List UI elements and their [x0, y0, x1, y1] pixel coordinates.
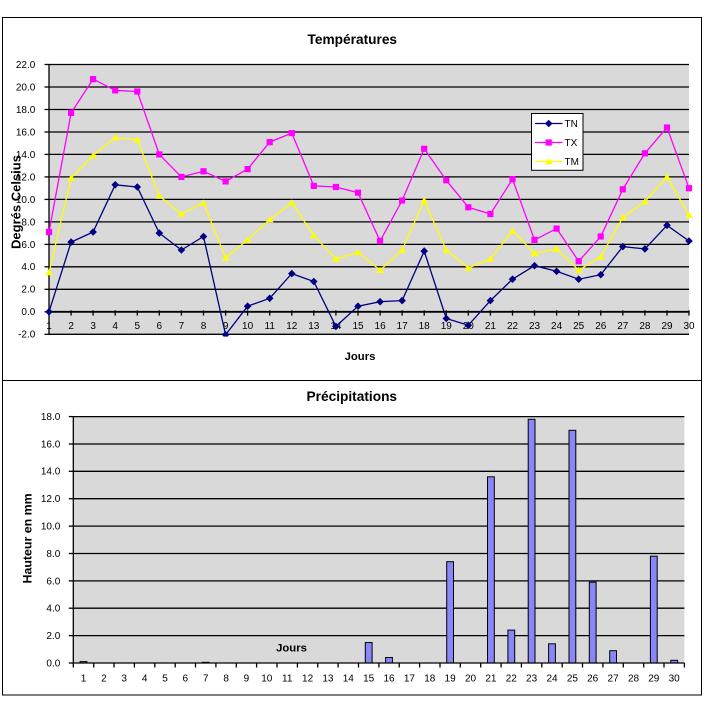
- svg-text:TM: TM: [565, 157, 579, 168]
- svg-text:24: 24: [546, 674, 558, 685]
- svg-text:2: 2: [101, 674, 107, 685]
- svg-text:28: 28: [639, 321, 651, 332]
- svg-text:12.0: 12.0: [16, 172, 36, 183]
- svg-text:10.0: 10.0: [16, 195, 36, 206]
- svg-text:14.0: 14.0: [41, 467, 61, 478]
- svg-text:16: 16: [375, 321, 387, 332]
- svg-text:7: 7: [179, 321, 185, 332]
- svg-text:20.0: 20.0: [16, 82, 36, 93]
- svg-text:16.0: 16.0: [16, 127, 36, 138]
- svg-text:25: 25: [567, 674, 579, 685]
- svg-text:8: 8: [201, 321, 207, 332]
- svg-text:12: 12: [302, 674, 314, 685]
- svg-text:22: 22: [506, 674, 518, 685]
- svg-text:4: 4: [142, 674, 148, 685]
- svg-text:9: 9: [223, 321, 229, 332]
- svg-text:19: 19: [441, 321, 453, 332]
- svg-text:22: 22: [507, 321, 519, 332]
- svg-text:4: 4: [112, 321, 118, 332]
- svg-text:22.0: 22.0: [16, 60, 36, 71]
- svg-text:4.0: 4.0: [21, 262, 35, 273]
- svg-text:6.0: 6.0: [46, 576, 60, 587]
- svg-text:Jours: Jours: [276, 642, 307, 654]
- svg-text:18: 18: [424, 674, 436, 685]
- svg-text:4.0: 4.0: [46, 604, 60, 615]
- svg-text:9: 9: [244, 674, 250, 685]
- svg-text:23: 23: [526, 674, 538, 685]
- svg-text:Hauteur en mm: Hauteur en mm: [20, 493, 34, 583]
- svg-text:15: 15: [363, 674, 375, 685]
- svg-text:3: 3: [121, 674, 127, 685]
- svg-text:20: 20: [465, 674, 477, 685]
- svg-text:5: 5: [135, 321, 141, 332]
- svg-text:18: 18: [419, 321, 431, 332]
- svg-text:3: 3: [90, 321, 96, 332]
- svg-text:28: 28: [628, 674, 640, 685]
- svg-text:30: 30: [683, 321, 695, 332]
- svg-text:10: 10: [242, 321, 254, 332]
- svg-text:6: 6: [157, 321, 163, 332]
- svg-text:17: 17: [404, 674, 416, 685]
- svg-text:10.0: 10.0: [41, 522, 61, 533]
- svg-text:30: 30: [669, 674, 681, 685]
- svg-text:6: 6: [183, 674, 189, 685]
- svg-text:25: 25: [573, 321, 585, 332]
- svg-text:14: 14: [343, 674, 355, 685]
- svg-text:Précipitations: Précipitations: [307, 389, 398, 404]
- svg-text:Degrés Celsius: Degrés Celsius: [9, 155, 24, 249]
- svg-text:21: 21: [485, 674, 497, 685]
- svg-text:17: 17: [397, 321, 409, 332]
- svg-text:14.0: 14.0: [16, 150, 36, 161]
- svg-text:2.0: 2.0: [21, 285, 35, 296]
- svg-text:Jours: Jours: [345, 351, 376, 363]
- svg-text:TX: TX: [565, 138, 578, 149]
- svg-text:26: 26: [595, 321, 607, 332]
- svg-text:-2.0: -2.0: [18, 330, 36, 341]
- svg-text:2.0: 2.0: [46, 631, 60, 642]
- svg-text:11: 11: [282, 674, 293, 685]
- svg-text:0.0: 0.0: [21, 307, 35, 318]
- svg-text:19: 19: [445, 674, 457, 685]
- svg-text:18.0: 18.0: [16, 105, 36, 116]
- svg-text:15: 15: [352, 321, 364, 332]
- svg-text:5: 5: [162, 674, 168, 685]
- svg-text:0.0: 0.0: [46, 658, 60, 669]
- svg-text:2: 2: [68, 321, 74, 332]
- svg-text:1: 1: [46, 321, 52, 332]
- svg-text:27: 27: [617, 321, 629, 332]
- svg-text:16: 16: [383, 674, 395, 685]
- svg-text:27: 27: [608, 674, 620, 685]
- svg-text:26: 26: [587, 674, 599, 685]
- svg-text:8.0: 8.0: [46, 549, 60, 560]
- svg-text:24: 24: [551, 321, 563, 332]
- svg-text:23: 23: [529, 321, 541, 332]
- svg-text:29: 29: [648, 674, 660, 685]
- svg-text:1: 1: [81, 674, 87, 685]
- svg-text:13: 13: [322, 674, 334, 685]
- svg-text:12.0: 12.0: [41, 494, 61, 505]
- svg-text:7: 7: [203, 674, 209, 685]
- svg-text:6.0: 6.0: [21, 240, 35, 251]
- svg-text:18.0: 18.0: [41, 412, 61, 423]
- svg-text:8.0: 8.0: [21, 217, 35, 228]
- svg-text:11: 11: [265, 321, 276, 332]
- svg-text:10: 10: [261, 674, 273, 685]
- svg-text:16.0: 16.0: [41, 439, 61, 450]
- svg-text:12: 12: [286, 321, 298, 332]
- svg-text:Températures: Températures: [308, 32, 398, 47]
- svg-text:13: 13: [308, 321, 320, 332]
- svg-text:TN: TN: [565, 119, 578, 130]
- svg-text:29: 29: [661, 321, 673, 332]
- svg-text:21: 21: [485, 321, 497, 332]
- svg-text:8: 8: [223, 674, 229, 685]
